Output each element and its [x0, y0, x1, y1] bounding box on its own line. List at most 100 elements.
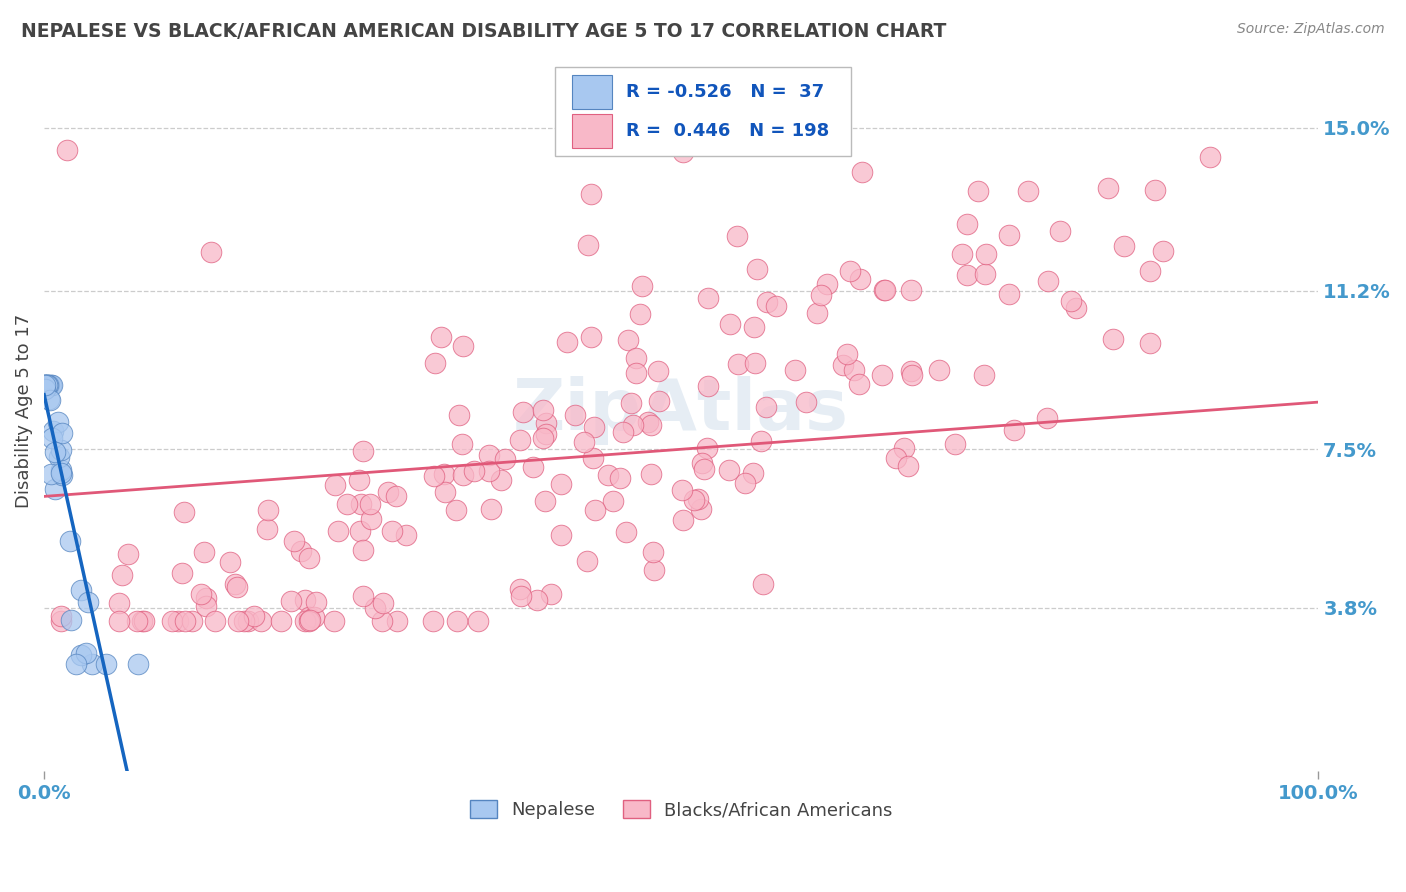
Point: [352, 543, 374, 558]
Point: [672, 512, 695, 526]
Text: ZipAtlas: ZipAtlas: [513, 376, 849, 445]
Point: [422, 468, 444, 483]
Point: [218, 555, 240, 569]
Point: [1199, 150, 1222, 164]
Point: [581, 450, 603, 465]
Point: [785, 363, 807, 377]
Point: [304, 610, 326, 624]
Point: [848, 376, 870, 391]
Point: [690, 501, 713, 516]
Point: [718, 318, 741, 332]
Text: NEPALESE VS BLACK/AFRICAN AMERICAN DISABILITY AGE 5 TO 17 CORRELATION CHART: NEPALESE VS BLACK/AFRICAN AMERICAN DISAB…: [21, 22, 946, 41]
Point: [974, 267, 997, 281]
Point: [160, 614, 183, 628]
Point: [575, 554, 598, 568]
Point: [1064, 301, 1087, 315]
Point: [60, 613, 83, 627]
Point: [256, 522, 278, 536]
Text: R =  0.446   N = 198: R = 0.446 N = 198: [626, 122, 830, 140]
Point: [432, 467, 454, 481]
Point: [752, 576, 775, 591]
Point: [322, 614, 344, 628]
Point: [849, 271, 872, 285]
Point: [1139, 264, 1161, 278]
Point: [540, 586, 562, 600]
Point: [555, 335, 578, 350]
Point: [688, 492, 710, 507]
Point: [510, 589, 533, 603]
Point: [531, 431, 554, 445]
Point: [347, 473, 370, 487]
Point: [76, 595, 98, 609]
Point: [628, 307, 651, 321]
Point: [51, 614, 73, 628]
Point: [51, 425, 73, 440]
Point: [34, 378, 56, 392]
Point: [463, 464, 485, 478]
Point: [1112, 239, 1135, 253]
Point: [94, 657, 117, 671]
Point: [80, 657, 103, 671]
Point: [449, 409, 471, 423]
Point: [226, 580, 249, 594]
Point: [806, 306, 828, 320]
Point: [257, 503, 280, 517]
Point: [973, 368, 995, 383]
Point: [756, 295, 779, 310]
Point: [34, 378, 56, 392]
Point: [44, 483, 66, 497]
Point: [433, 485, 456, 500]
Point: [900, 283, 922, 297]
Point: [173, 614, 195, 628]
Point: [194, 591, 217, 605]
Point: [70, 648, 93, 662]
Text: Source: ZipAtlas.com: Source: ZipAtlas.com: [1237, 22, 1385, 37]
Point: [671, 483, 693, 497]
Point: [299, 613, 322, 627]
Point: [305, 595, 328, 609]
Point: [336, 497, 359, 511]
Point: [349, 524, 371, 539]
Point: [200, 245, 222, 260]
Point: [117, 547, 139, 561]
Point: [59, 534, 82, 549]
Point: [534, 494, 557, 508]
Point: [534, 417, 557, 431]
Point: [323, 477, 346, 491]
Point: [280, 594, 302, 608]
Point: [111, 568, 134, 582]
Point: [550, 476, 572, 491]
Point: [381, 524, 404, 538]
Point: [1144, 183, 1167, 197]
Point: [226, 614, 249, 628]
Point: [839, 264, 862, 278]
Point: [697, 379, 720, 393]
Point: [190, 587, 212, 601]
Point: [444, 503, 467, 517]
Point: [233, 614, 256, 628]
Point: [810, 288, 832, 302]
Point: [422, 614, 444, 628]
Point: [620, 396, 643, 410]
Point: [624, 351, 647, 366]
Point: [884, 451, 907, 466]
Point: [842, 363, 865, 377]
Point: [425, 356, 447, 370]
Point: [298, 610, 321, 624]
Point: [832, 358, 855, 372]
Point: [34, 378, 56, 392]
Point: [51, 468, 73, 483]
Point: [478, 448, 501, 462]
Point: [69, 583, 91, 598]
Point: [41, 431, 63, 445]
Point: [690, 456, 713, 470]
Point: [294, 593, 316, 607]
Point: [446, 614, 468, 628]
Point: [755, 401, 778, 415]
Point: [172, 566, 194, 581]
Point: [612, 425, 634, 440]
Point: [1049, 224, 1071, 238]
Point: [65, 657, 87, 671]
Point: [522, 459, 544, 474]
Point: [640, 467, 662, 482]
